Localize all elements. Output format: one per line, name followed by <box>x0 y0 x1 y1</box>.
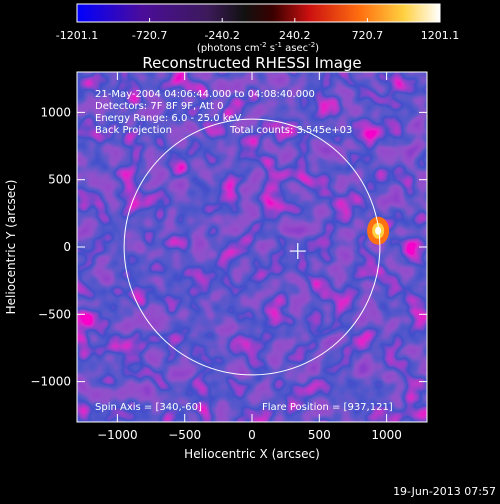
colorbar-tick-label: 240.2 <box>279 29 311 42</box>
colorbar-gradient <box>76 3 441 23</box>
info-line: 21-May-2004 04:06:44.000 to 04:08:40.000 <box>95 89 315 100</box>
y-tick-label: 1000 <box>40 105 71 119</box>
total-counts-label: Total counts: 3.545e+03 <box>229 125 352 136</box>
flare-position-label: Flare Position = [937,121] <box>262 402 393 413</box>
y-tick-label: 0 <box>63 240 71 254</box>
solar-limb-circle <box>123 118 381 376</box>
x-tick-label: 0 <box>248 428 256 442</box>
colorbar-tick-label: -720.7 <box>132 29 167 42</box>
x-tick-label: 500 <box>308 428 331 442</box>
method-label: Back Projection <box>95 125 172 136</box>
chart-title: Reconstructed RHESSI Image <box>142 54 361 72</box>
x-tick-label: −1000 <box>97 428 138 442</box>
axis-ticks: −1000 −500 0 500 1000 −1000 −500 0 500 1000 <box>30 72 427 442</box>
flare-position-marker <box>289 243 306 260</box>
info-line: Detectors: 7F 8F 9F, Att 0 <box>95 101 223 112</box>
y-tick-label: 500 <box>48 173 71 187</box>
spin-axis-label: Spin Axis = [340,-60] <box>95 402 202 413</box>
y-axis-label: Heliocentric Y (arcsec) <box>4 180 18 315</box>
x-axis-label: Heliocentric X (arcsec) <box>184 447 320 461</box>
image-panel: −1000 −500 0 500 1000 −1000 −500 0 500 1000 <box>30 71 428 442</box>
heatmap-image <box>77 72 427 422</box>
colorbar-tick-label: 1201.1 <box>421 29 460 42</box>
colorbar-tick-label: 720.7 <box>352 29 384 42</box>
colorbar: -1201.1 -720.7 -240.2 240.2 720.7 1201.1 (pho… <box>56 3 459 54</box>
x-tick-label: 1000 <box>371 428 402 442</box>
x-tick-label: −500 <box>168 428 201 442</box>
y-tick-label: −1000 <box>30 375 71 389</box>
flare-peak <box>375 226 382 235</box>
observation-info: 21-May-2004 04:06:44.000 to 04:08:40.000… <box>95 89 315 124</box>
colorbar-tick-label: -240.2 <box>204 29 239 42</box>
colorbar-ticks: -1201.1 -720.7 -240.2 240.2 720.7 1201.1 <box>56 18 459 42</box>
bright-sources <box>367 216 390 245</box>
colorbar-tick-label: -1201.1 <box>56 29 98 42</box>
y-tick-label: −500 <box>38 307 71 321</box>
colorbar-unit-label: (photons cm-2 s-1 asec-2) <box>197 41 319 54</box>
info-line: Energy Range: 6.0 - 25.0 keV <box>95 113 241 124</box>
timestamp: 19-Jun-2013 07:57 <box>393 485 496 498</box>
